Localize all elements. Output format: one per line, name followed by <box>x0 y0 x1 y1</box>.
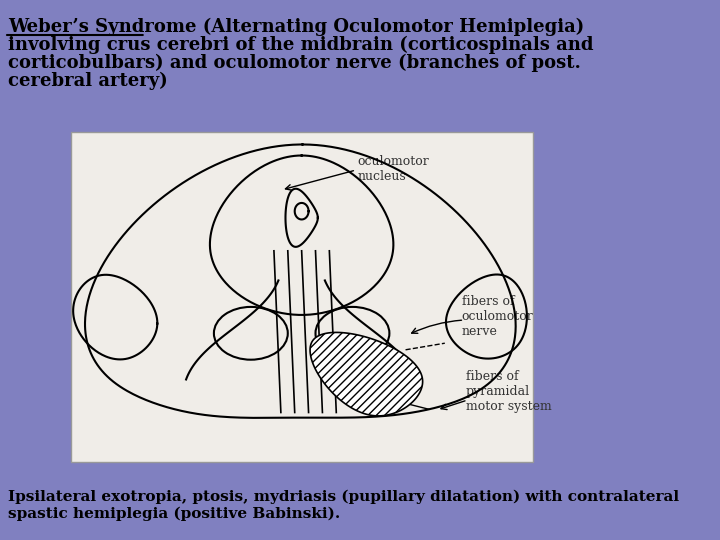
Text: cerebral artery): cerebral artery) <box>9 72 168 90</box>
Text: oculomotor
nucleus: oculomotor nucleus <box>358 155 430 183</box>
Text: Weber’s Syndrome (Alternating Oculomotor Hemiplegia): Weber’s Syndrome (Alternating Oculomotor… <box>9 18 585 36</box>
Text: spastic hemiplegia (positive Babinski).: spastic hemiplegia (positive Babinski). <box>9 507 341 522</box>
Text: fibers of
pyramidal
motor system: fibers of pyramidal motor system <box>466 370 552 413</box>
Text: fibers of
oculomotor
nerve: fibers of oculomotor nerve <box>462 295 534 338</box>
Text: Ipsilateral exotropia, ptosis, mydriasis (pupillary dilatation) with contralater: Ipsilateral exotropia, ptosis, mydriasis… <box>9 490 680 504</box>
Bar <box>71 132 533 462</box>
Text: corticobulbars) and oculomotor nerve (branches of post.: corticobulbars) and oculomotor nerve (br… <box>9 54 581 72</box>
Text: involving crus cerebri of the midbrain (corticospinals and: involving crus cerebri of the midbrain (… <box>9 36 594 54</box>
